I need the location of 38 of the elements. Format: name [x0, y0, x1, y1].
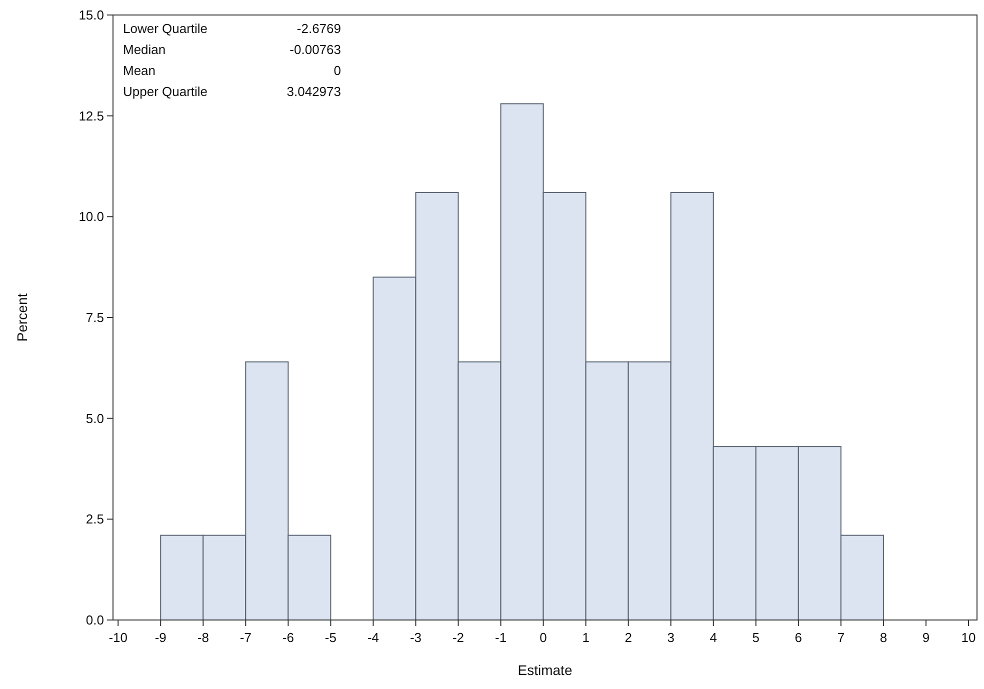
- x-tick-label: 0: [540, 630, 547, 645]
- annotation: Median: [123, 42, 166, 57]
- y-tick-label: 15.0: [78, 8, 104, 22]
- y-tick-label: 0.0: [86, 612, 104, 628]
- x-tick-label: 6: [794, 630, 802, 645]
- x-tick-label: -3: [410, 630, 422, 645]
- annotation: -0.00763: [290, 42, 341, 57]
- x-tick-label: -6: [282, 630, 294, 645]
- x-tick-label: -5: [324, 630, 336, 645]
- y-tick-label: 10.0: [78, 209, 104, 224]
- x-tick-label: -2: [452, 630, 464, 645]
- y-tick-label: 2.5: [86, 512, 104, 527]
- annotation: 3.042973: [286, 84, 341, 99]
- x-tick-label: -8: [197, 630, 209, 645]
- y-tick-label: 12.5: [78, 108, 104, 124]
- x-tick-label: -10: [108, 630, 128, 645]
- annotation: -2.6769: [296, 21, 341, 36]
- y-tick-label: 5.0: [86, 410, 104, 426]
- x-tick-label: -9: [154, 630, 166, 645]
- x-tick-label: -7: [240, 630, 252, 645]
- x-tick-label: 1: [582, 630, 590, 645]
- y-tick-label: 7.5: [86, 310, 104, 325]
- x-tick-label: 10: [961, 630, 976, 645]
- annotation: 0: [334, 63, 341, 78]
- x-tick-label: 5: [752, 630, 760, 645]
- x-tick-label: 7: [837, 630, 845, 645]
- x-axis-title: Estimate: [518, 662, 572, 678]
- x-tick-label: 8: [880, 630, 888, 645]
- x-tick-label: -1: [495, 630, 507, 645]
- annotation: Lower Quartile: [123, 21, 208, 36]
- annotation: Mean: [123, 63, 156, 78]
- x-tick-label: 3: [667, 630, 674, 645]
- annotation: Upper Quartile: [123, 84, 208, 99]
- y-axis-title: Percent: [14, 293, 30, 342]
- x-tick-label: 4: [710, 630, 717, 645]
- x-tick-label: -4: [367, 630, 379, 645]
- x-tick-label: 9: [922, 630, 930, 645]
- x-tick-label: 2: [624, 630, 632, 645]
